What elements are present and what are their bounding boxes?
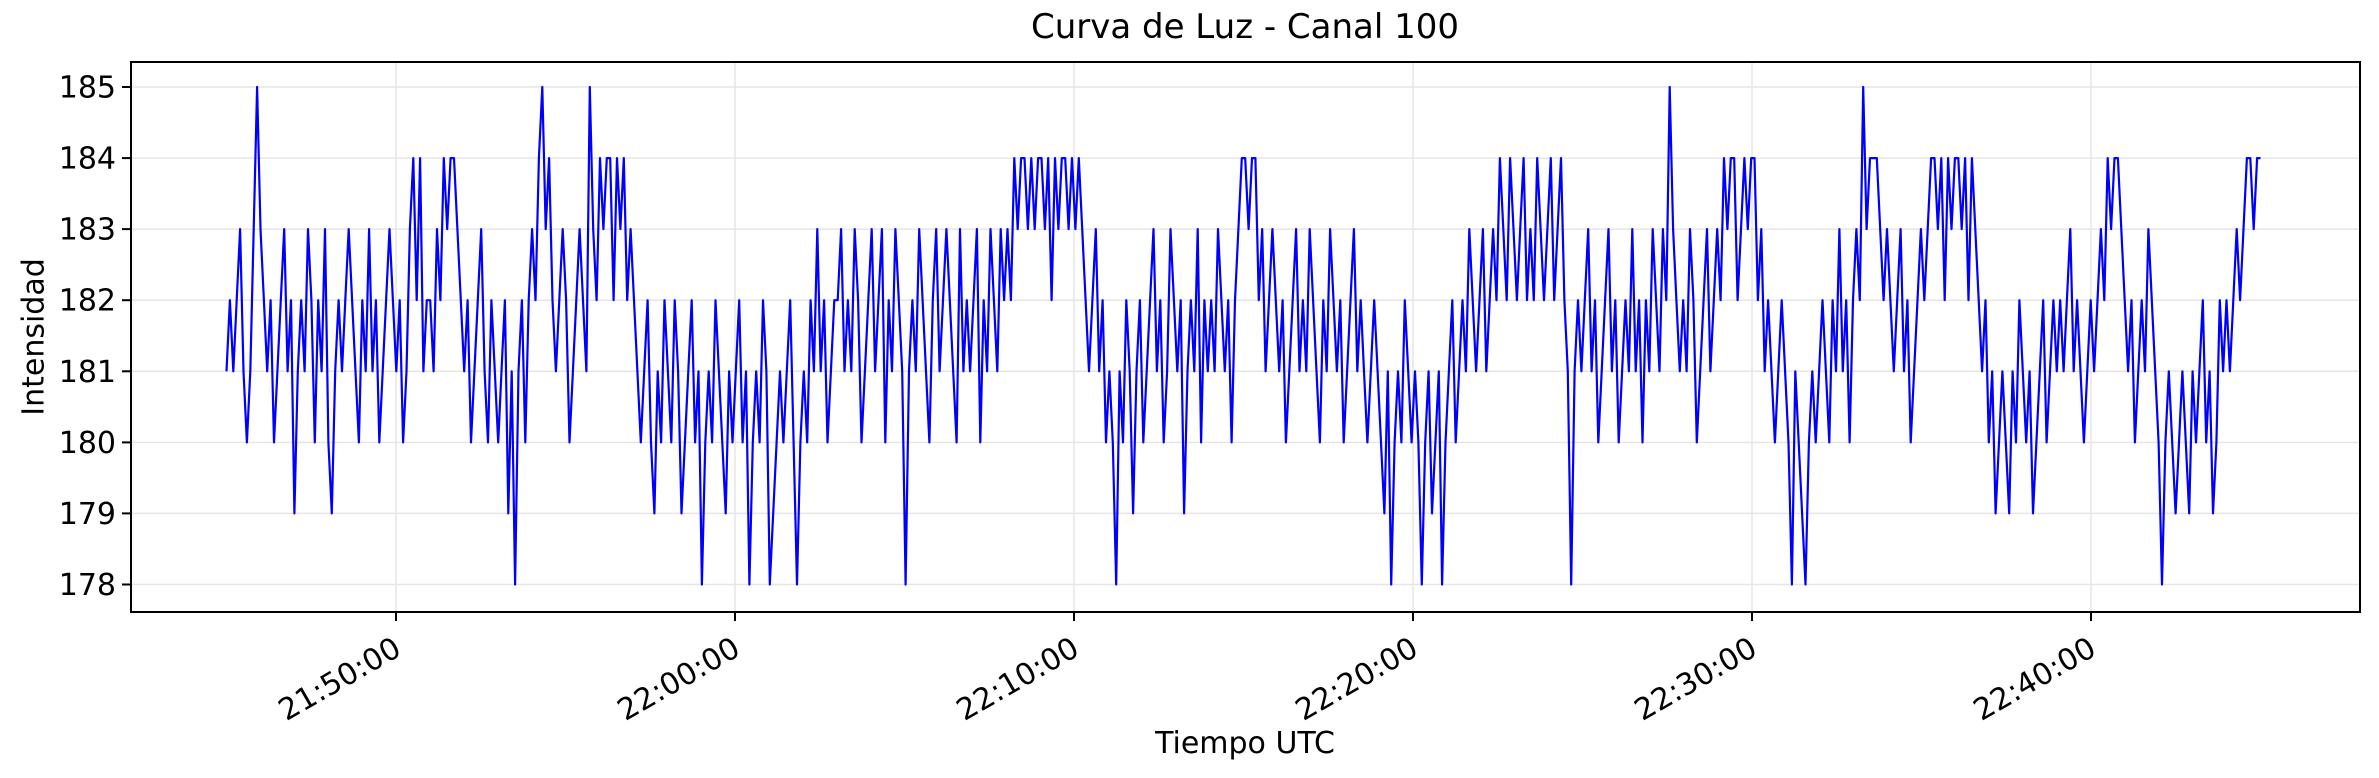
y-tick-label: 181: [59, 355, 116, 390]
chart-title: Curva de Luz - Canal 100: [1030, 7, 1460, 47]
plot-frame: [130, 61, 2361, 613]
x-tick-label: 22:40:00: [1968, 631, 2102, 729]
x-tick-label: 22:30:00: [1629, 631, 1763, 729]
x-tick-label: 22:20:00: [1290, 631, 1424, 729]
y-tick-label: 180: [59, 426, 116, 461]
x-tick-label: 22:00:00: [612, 631, 746, 729]
light-curve-line: [225, 85, 2261, 586]
y-tick-label: 182: [59, 284, 116, 319]
x-tick-label: 21:50:00: [273, 631, 407, 729]
y-tick-label: 183: [59, 213, 116, 248]
x-tick-label: 22:10:00: [951, 631, 1085, 729]
y-tick-label: 179: [59, 497, 116, 532]
y-tick-label: 185: [59, 71, 116, 106]
y-tick-label: 184: [59, 142, 116, 177]
x-axis-label: Tiempo UTC: [1155, 726, 1335, 761]
y-tick-label: 178: [59, 568, 116, 603]
